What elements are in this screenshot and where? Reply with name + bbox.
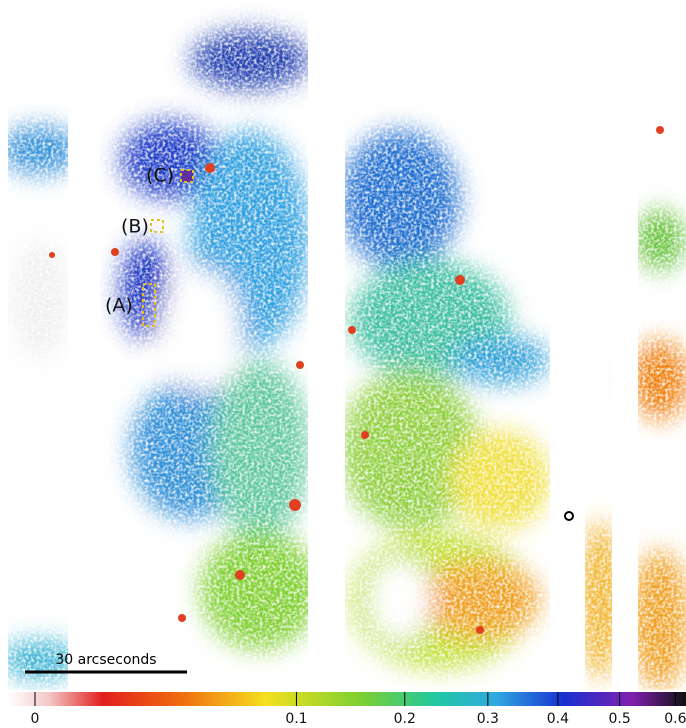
colorbar-tick-label: 0.6 bbox=[664, 711, 686, 727]
figure: (A) (B) (C) 30 arcseconds 0 0.1 0.2 0.3 0.4 0… bbox=[0, 0, 686, 728]
colorbar-tick-label: 0.4 bbox=[547, 711, 569, 727]
colorbar-tick-label: 0.5 bbox=[608, 711, 630, 727]
colorbar-tick-label: 0 bbox=[31, 711, 40, 727]
colorbar-tick-label: 0.3 bbox=[477, 711, 499, 727]
colorbar-tick-label: 0.2 bbox=[394, 711, 416, 727]
colorbar-tick-label: 0.1 bbox=[285, 711, 307, 727]
region-label: (B) bbox=[121, 216, 149, 238]
region-box bbox=[181, 170, 193, 182]
center-marker bbox=[565, 512, 573, 520]
sky-image bbox=[0, 0, 686, 690]
region-label: (A) bbox=[105, 295, 133, 317]
scale-bar-label: 30 arcseconds bbox=[55, 652, 156, 668]
colorbar bbox=[8, 692, 686, 706]
region-label: (C) bbox=[146, 165, 174, 187]
